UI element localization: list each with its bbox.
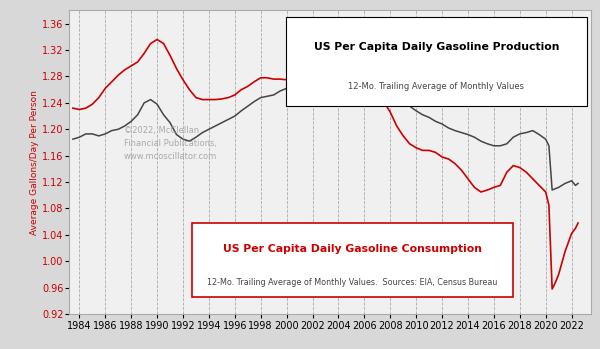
Text: US Per Capita Daily Gasoline Production: US Per Capita Daily Gasoline Production: [314, 42, 559, 52]
FancyBboxPatch shape: [286, 16, 587, 106]
Text: ©2022, McClellan
Financial Publications,
www.mcoscillator.com: ©2022, McClellan Financial Publications,…: [124, 126, 217, 161]
Text: US Per Capita Daily Gasoline Consumption: US Per Capita Daily Gasoline Consumption: [223, 244, 482, 254]
Text: 12-Mo. Trailing Average of Monthly Values.  Sources: EIA, Census Bureau: 12-Mo. Trailing Average of Monthly Value…: [207, 278, 497, 287]
Text: 12-Mo. Trailing Average of Monthly Values: 12-Mo. Trailing Average of Monthly Value…: [349, 82, 524, 91]
FancyBboxPatch shape: [191, 223, 513, 297]
Y-axis label: Average Gallons/Day Per Person: Average Gallons/Day Per Person: [30, 90, 39, 235]
